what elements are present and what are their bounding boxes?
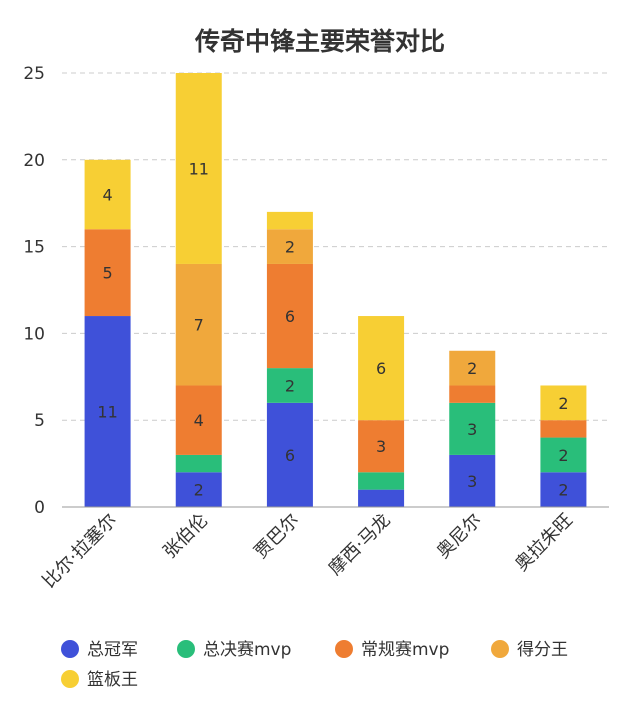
bar-segment bbox=[540, 472, 587, 507]
legend-label: 篮板王 bbox=[87, 670, 138, 690]
chart-title: 传奇中锋主要荣誉对比 bbox=[194, 27, 445, 56]
data-label: 2 bbox=[558, 481, 568, 500]
bar-segment bbox=[84, 316, 131, 507]
bar-segment bbox=[175, 263, 222, 386]
data-label: 4 bbox=[102, 186, 112, 205]
data-label: 2 bbox=[194, 481, 204, 500]
y-tick-label: 10 bbox=[23, 324, 45, 344]
legend-label: 常规赛mvp bbox=[361, 639, 449, 660]
data-label: 2 bbox=[467, 359, 477, 378]
bar-segment bbox=[540, 437, 587, 473]
y-axis-ticks: 0 5 10 15 20 25 bbox=[23, 64, 45, 518]
legend-marker bbox=[177, 640, 195, 658]
bar-segment bbox=[540, 385, 587, 421]
data-label: 2 bbox=[558, 394, 568, 413]
data-label: 6 bbox=[285, 446, 295, 465]
legend-marker bbox=[61, 670, 79, 688]
bar-segment bbox=[358, 420, 405, 473]
legend-item[interactable]: 总冠军 bbox=[61, 640, 138, 660]
data-label: 3 bbox=[467, 472, 477, 491]
bar-segment bbox=[449, 454, 496, 507]
y-tick-label: 25 bbox=[23, 64, 45, 84]
x-tick-label: 比尔·拉塞尔 bbox=[39, 510, 122, 593]
data-label: 2 bbox=[558, 446, 568, 465]
x-tick-label: 贾巴尔 bbox=[250, 510, 303, 563]
bar-segment bbox=[358, 472, 405, 490]
legend-item[interactable]: 得分王 bbox=[491, 640, 568, 660]
bar-segment bbox=[84, 159, 131, 230]
legend-item[interactable]: 常规赛mvp bbox=[335, 639, 449, 660]
bar-segment bbox=[449, 350, 496, 386]
bar-segment bbox=[266, 263, 313, 369]
legend-label: 总冠军 bbox=[87, 640, 138, 660]
data-label: 11 bbox=[97, 403, 117, 422]
y-tick-label: 20 bbox=[23, 151, 45, 171]
bar-segment bbox=[540, 420, 587, 438]
gridlines bbox=[62, 72, 609, 421]
data-label: 5 bbox=[102, 264, 112, 283]
bar-segment bbox=[175, 385, 222, 455]
x-tick-label: 奥尼尔 bbox=[433, 510, 486, 563]
data-label: 6 bbox=[285, 307, 295, 326]
bar-segment bbox=[175, 454, 222, 473]
data-label: 7 bbox=[194, 316, 204, 335]
legend-label: 得分王 bbox=[517, 640, 568, 660]
bar-segment bbox=[266, 229, 313, 264]
bar-segment bbox=[449, 385, 496, 403]
x-tick-label: 摩西·马龙 bbox=[325, 510, 395, 580]
y-tick-label: 0 bbox=[34, 498, 45, 518]
data-label: 2 bbox=[285, 376, 295, 395]
legend-marker bbox=[61, 640, 79, 658]
data-label: 3 bbox=[376, 437, 386, 456]
bar-segment bbox=[358, 489, 405, 507]
x-axis-ticks: 比尔·拉塞尔 张伯伦 贾巴尔 摩西·马龙 奥尼尔 奥拉朱旺 bbox=[39, 510, 577, 593]
data-label: 11 bbox=[189, 159, 209, 178]
legend-marker bbox=[491, 640, 509, 658]
bar-segment bbox=[358, 316, 405, 421]
bar-segment bbox=[84, 229, 131, 317]
data-label: 6 bbox=[376, 359, 386, 378]
x-tick-label: 奥拉朱旺 bbox=[511, 510, 577, 576]
y-tick-label: 15 bbox=[23, 238, 45, 258]
bar-segment bbox=[266, 368, 313, 403]
y-tick-label: 5 bbox=[34, 411, 45, 431]
bar-segment bbox=[175, 472, 222, 507]
legend-label: 总决赛mvp bbox=[203, 639, 291, 660]
x-tick-label: 张伯伦 bbox=[159, 510, 212, 563]
bar-segment bbox=[266, 402, 313, 507]
legend-marker bbox=[335, 640, 353, 658]
bars bbox=[84, 73, 587, 507]
bar-segment bbox=[449, 402, 496, 455]
data-label: 4 bbox=[194, 411, 204, 430]
data-label: 3 bbox=[467, 420, 477, 439]
bar-segment bbox=[175, 73, 222, 264]
bar-segment bbox=[266, 211, 313, 230]
data-labels: 11 5 4 2 4 7 11 6 2 6 2 3 6 3 3 2 2 2 2 bbox=[97, 159, 568, 499]
data-label: 2 bbox=[285, 238, 295, 257]
legend-item[interactable]: 篮板王 bbox=[61, 670, 138, 690]
legend-item[interactable]: 总决赛mvp bbox=[177, 639, 291, 660]
